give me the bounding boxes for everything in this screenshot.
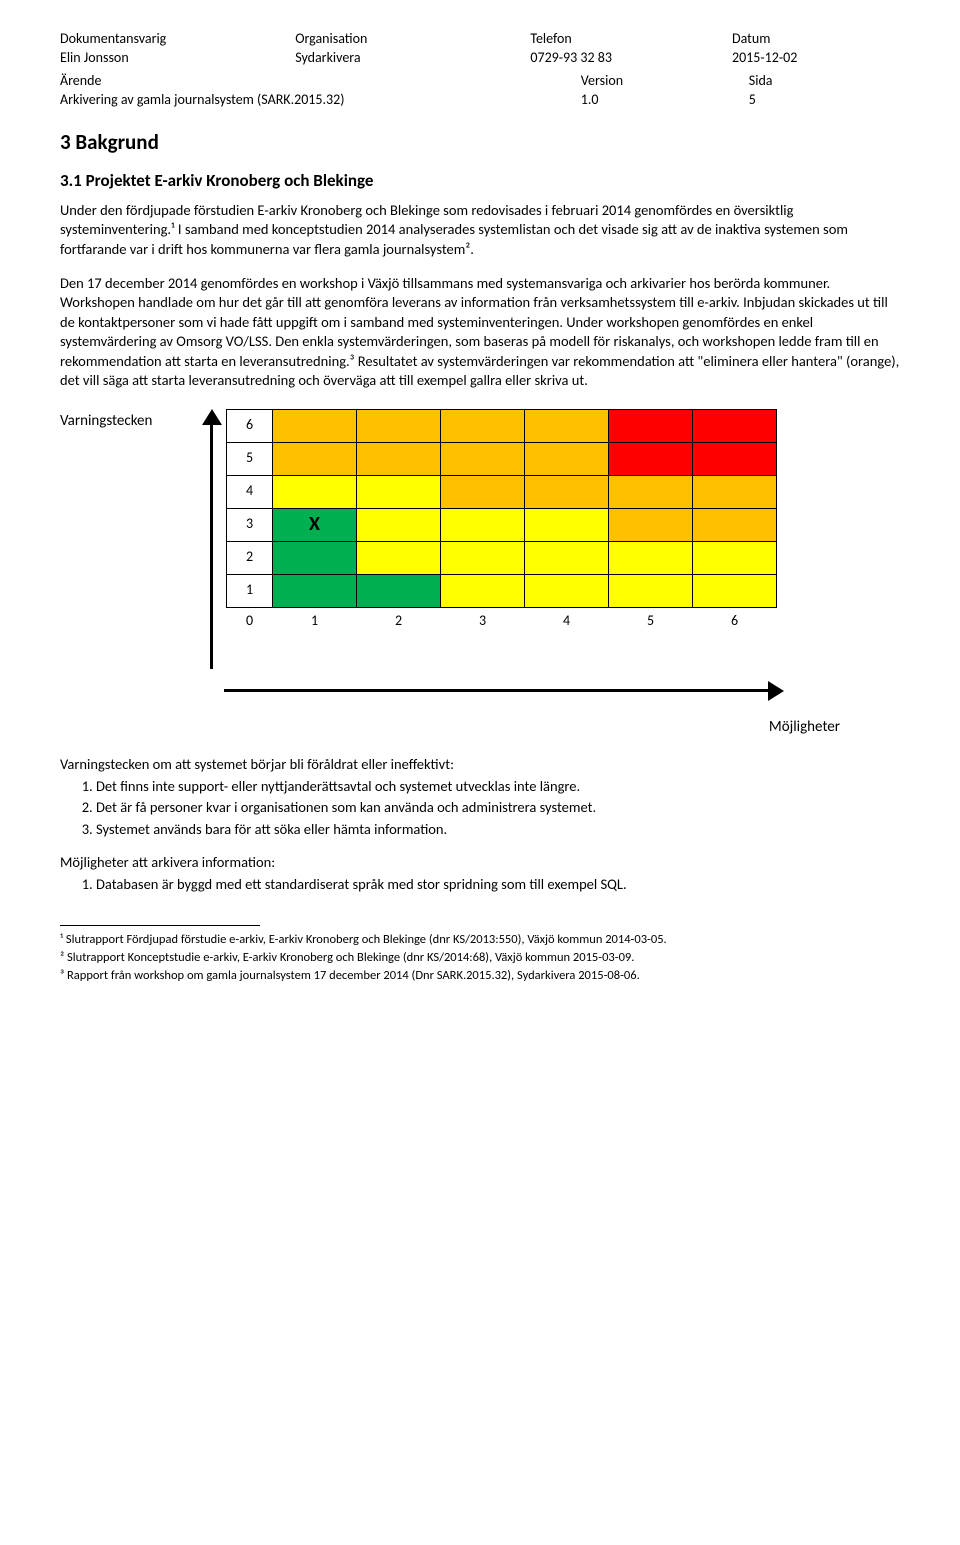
risk-cell xyxy=(273,409,357,442)
risk-cell xyxy=(273,541,357,574)
risk-cell xyxy=(441,508,525,541)
list-item: Det är få personer kvar i organisationen… xyxy=(96,798,900,818)
risk-cell xyxy=(441,541,525,574)
arrow-right-icon xyxy=(224,679,784,707)
meta-label: Ärende xyxy=(60,72,581,91)
doc-meta-table: Dokumentansvarig Organisation Telefon Da… xyxy=(60,30,900,68)
risk-y-tick: 2 xyxy=(227,541,273,574)
meta-value: 1.0 xyxy=(581,91,749,110)
paragraph: Under den fördjupade förstudien E-arkiv … xyxy=(60,201,900,260)
footnote: ² Slutrapport Konceptstudie e-arkiv, E-a… xyxy=(60,950,900,966)
footnote: ³ Rapport från workshop om gamla journal… xyxy=(60,968,900,984)
meta-value: Sydarkivera xyxy=(295,49,530,68)
risk-x-tick: 5 xyxy=(609,607,693,635)
footnote-separator xyxy=(60,925,260,926)
risk-cell xyxy=(273,442,357,475)
risk-matrix: Varningstecken 6543X210123456 xyxy=(60,409,900,669)
risk-y-tick: 6 xyxy=(227,409,273,442)
meta-value: 5 xyxy=(749,91,900,110)
warning-list: Det finns inte support- eller nyttjander… xyxy=(96,777,900,840)
footnotes: ¹ Slutrapport Fördjupad förstudie e-arki… xyxy=(60,932,900,985)
risk-cell xyxy=(609,442,693,475)
risk-cell xyxy=(357,475,441,508)
opportunity-list: Databasen är byggd med ett standardisera… xyxy=(96,875,900,895)
risk-cell xyxy=(273,475,357,508)
risk-cell xyxy=(693,442,777,475)
risk-x-tick: 6 xyxy=(693,607,777,635)
meta-label: Version xyxy=(581,72,749,91)
risk-cell xyxy=(525,475,609,508)
risk-cell xyxy=(357,442,441,475)
risk-y-tick: 5 xyxy=(227,442,273,475)
risk-grid-table: 6543X210123456 xyxy=(226,409,777,636)
meta-value: 2015-12-02 xyxy=(732,49,900,68)
meta-label: Sida xyxy=(749,72,900,91)
risk-cell: X xyxy=(273,508,357,541)
doc-meta-row2: Ärende Version Sida Arkivering av gamla … xyxy=(60,72,900,110)
risk-x-tick: 4 xyxy=(525,607,609,635)
risk-y-tick: 4 xyxy=(227,475,273,508)
risk-x-label: Möjligheter xyxy=(60,717,840,737)
risk-y-label: Varningstecken xyxy=(60,409,190,431)
meta-label: Dokumentansvarig xyxy=(60,30,295,49)
paragraph: Den 17 december 2014 genomfördes en work… xyxy=(60,274,900,391)
risk-cell xyxy=(525,541,609,574)
arrow-up-icon xyxy=(200,409,224,669)
risk-x-tick: 1 xyxy=(273,607,357,635)
risk-cell xyxy=(525,574,609,607)
heading-1: 3 Bakgrund xyxy=(60,128,900,156)
meta-value: Arkivering av gamla journalsystem (SARK.… xyxy=(60,91,581,110)
risk-cell xyxy=(441,442,525,475)
risk-x-tick: 0 xyxy=(227,607,273,635)
meta-label: Datum xyxy=(732,30,900,49)
risk-cell xyxy=(525,409,609,442)
risk-cell xyxy=(693,508,777,541)
risk-cell xyxy=(357,541,441,574)
heading-2: 3.1 Projektet E-arkiv Kronoberg och Blek… xyxy=(60,170,900,193)
risk-cell xyxy=(693,475,777,508)
list-item: Databasen är byggd med ett standardisera… xyxy=(96,875,900,895)
list-item: Systemet används bara för att söka eller… xyxy=(96,820,900,840)
list-intro: Möjligheter att arkivera information: xyxy=(60,853,900,873)
meta-label: Organisation xyxy=(295,30,530,49)
risk-marker: X xyxy=(309,512,320,536)
risk-x-tick: 2 xyxy=(357,607,441,635)
risk-cell xyxy=(693,574,777,607)
risk-cell xyxy=(609,475,693,508)
risk-cell xyxy=(441,574,525,607)
risk-cell xyxy=(525,508,609,541)
meta-value: Elin Jonsson xyxy=(60,49,295,68)
meta-value: 0729-93 32 83 xyxy=(530,49,732,68)
risk-cell xyxy=(693,409,777,442)
risk-y-tick: 3 xyxy=(227,508,273,541)
risk-cell xyxy=(609,508,693,541)
risk-cell xyxy=(357,409,441,442)
risk-cell xyxy=(693,541,777,574)
list-item: Det finns inte support- eller nyttjander… xyxy=(96,777,900,797)
footnote: ¹ Slutrapport Fördjupad förstudie e-arki… xyxy=(60,932,900,948)
risk-cell xyxy=(357,508,441,541)
meta-label: Telefon xyxy=(530,30,732,49)
risk-cell xyxy=(441,409,525,442)
risk-x-tick: 3 xyxy=(441,607,525,635)
risk-cell xyxy=(609,409,693,442)
list-intro: Varningstecken om att systemet börjar bl… xyxy=(60,755,900,775)
risk-cell xyxy=(525,442,609,475)
risk-cell xyxy=(609,574,693,607)
risk-cell xyxy=(273,574,357,607)
risk-y-tick: 1 xyxy=(227,574,273,607)
risk-cell xyxy=(357,574,441,607)
risk-cell xyxy=(609,541,693,574)
risk-cell xyxy=(441,475,525,508)
